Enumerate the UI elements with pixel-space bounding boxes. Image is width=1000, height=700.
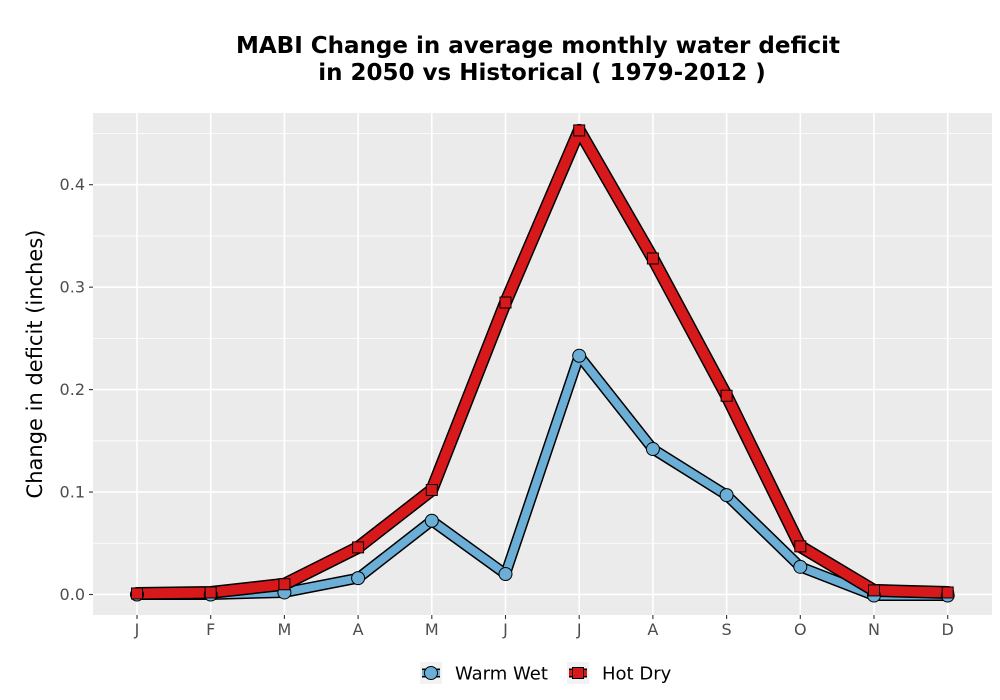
data-point-hot-dry (278, 578, 291, 591)
x-tick-label: J (502, 620, 508, 639)
x-tick-label: O (794, 620, 807, 639)
series-line-hot-dry (132, 125, 953, 599)
data-point-warm-wet (424, 513, 439, 528)
data-point-hot-dry (794, 540, 807, 553)
data-point-hot-dry (131, 587, 143, 600)
chart-title-line-2: in 2050 vs Historical ( 1979-2012 ) (318, 60, 765, 86)
plot-panel (93, 113, 992, 615)
data-point-hot-dry (352, 541, 365, 554)
x-tick-label: J (134, 620, 140, 639)
legend-label-warm-wet: Warm Wet (455, 664, 548, 685)
data-point-warm-wet (645, 442, 660, 457)
y-axis-title: Change in deficit (inches) (23, 230, 47, 499)
data-point-hot-dry (499, 296, 512, 309)
y-tick-label: 0.3 (60, 278, 85, 297)
series-layer (130, 123, 955, 603)
minor-gridlines (93, 133, 992, 544)
x-tick-label: D (942, 620, 954, 639)
data-point-hot-dry (720, 389, 733, 402)
legend-key-marker (424, 666, 438, 680)
x-tick-label: S (722, 620, 732, 639)
data-point-warm-wet (793, 559, 808, 574)
legend-item-warm-wet: Warm Wet (420, 662, 548, 685)
x-tick-label: N (868, 620, 880, 639)
x-tick-label: F (206, 620, 215, 639)
y-tick-label: 0.2 (60, 380, 85, 399)
x-tick-label: A (647, 620, 658, 639)
data-point-hot-dry (425, 484, 438, 497)
series-line-warm-wet (133, 351, 952, 600)
data-point-hot-dry (573, 124, 586, 137)
y-axis: 0.0 0.1 0.2 0.3 0.4 (60, 175, 93, 604)
data-point-warm-wet (498, 567, 513, 582)
y-tick-label: 0.1 (60, 483, 85, 502)
data-point-hot-dry (204, 586, 217, 599)
data-point-hot-dry (646, 252, 659, 265)
x-tick-label: A (353, 620, 364, 639)
legend-item-hot-dry: Hot Dry (567, 662, 672, 685)
data-point-hot-dry (941, 586, 954, 599)
data-point-warm-wet (572, 348, 587, 363)
chart-title-line-1: MABI Change in average monthly water def… (236, 33, 840, 59)
x-tick-label: J (576, 620, 582, 639)
legend: Warm Wet Hot Dry (420, 662, 672, 685)
legend-label-hot-dry: Hot Dry (602, 664, 672, 685)
legend-key-marker (572, 667, 584, 679)
x-tick-label: M (425, 620, 439, 639)
y-tick-label: 0.4 (60, 175, 85, 194)
y-tick-label: 0.0 (60, 585, 85, 604)
x-tick-label: M (277, 620, 291, 639)
data-point-hot-dry (868, 584, 880, 597)
data-point-warm-wet (719, 488, 734, 503)
data-point-warm-wet (351, 571, 366, 586)
